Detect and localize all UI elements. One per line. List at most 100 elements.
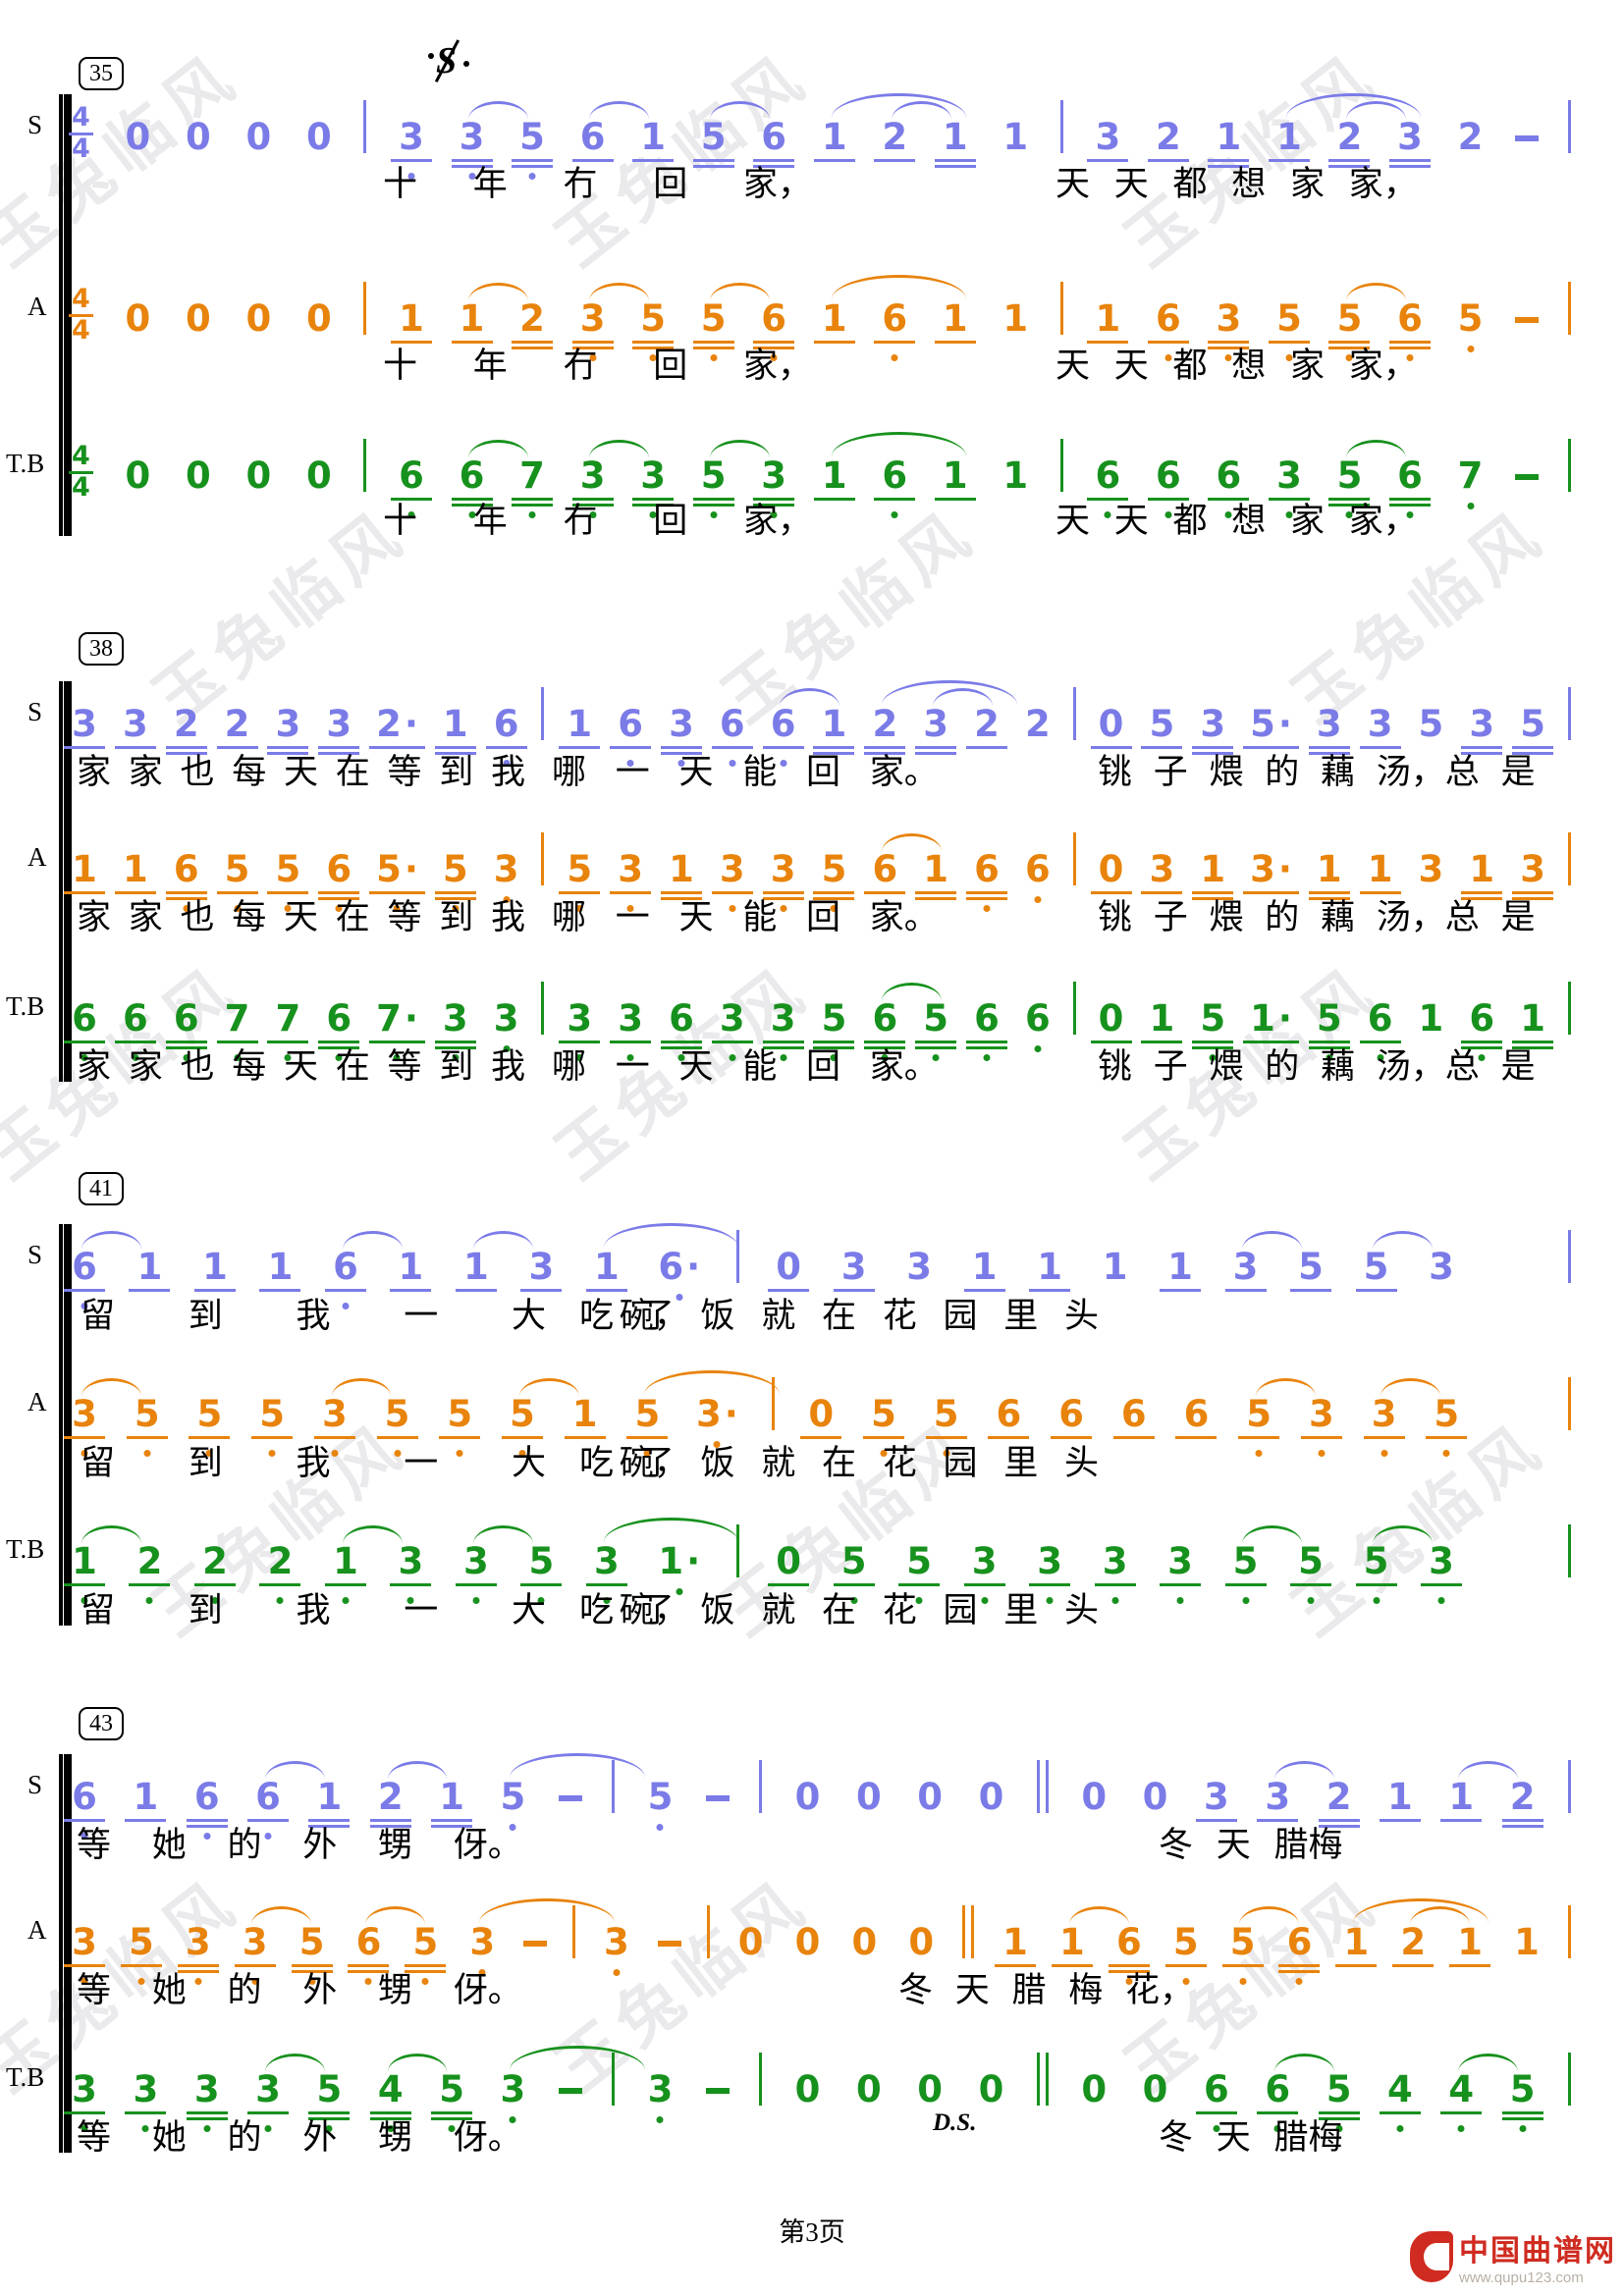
low-octave-dot — [1255, 1450, 1263, 1457]
note: 6 — [1359, 999, 1401, 1061]
measure-number: 35 — [79, 57, 124, 90]
note: 5 — [644, 1778, 676, 1831]
note: 3 — [660, 705, 702, 767]
rest-note: 0 — [978, 1776, 1004, 1819]
low-octave-dot — [1457, 2125, 1465, 2132]
barline — [1059, 282, 1063, 335]
note: 6 — [348, 1906, 426, 1985]
slur-arc — [1255, 1378, 1316, 1397]
barline — [1072, 687, 1076, 740]
note: 2 — [864, 680, 1017, 755]
note: 6 — [1389, 456, 1432, 518]
low-octave-dot — [656, 2116, 664, 2123]
note: 1 — [995, 1923, 1037, 1967]
element: 4 — [72, 314, 90, 346]
rest-note: 0 — [794, 2068, 821, 2111]
low-octave-dot — [780, 1054, 787, 1061]
note: 3 — [313, 1378, 392, 1457]
note: 6 — [64, 1231, 141, 1309]
low-octave-dot — [830, 1054, 838, 1061]
note: 6 — [318, 850, 360, 912]
lyrics-line: 留 到 我 一 大 碗，吃 了 饭 就 在 花 园 里 头 — [69, 1435, 1571, 1482]
slur-arc — [644, 1370, 780, 1395]
low-octave-dot — [613, 1969, 621, 1976]
note: 3 — [762, 999, 804, 1061]
note: 3 — [906, 1246, 932, 1289]
slur-arc — [932, 688, 993, 707]
slur-arc — [1373, 1525, 1434, 1544]
note: 6 — [1022, 999, 1054, 1052]
note: 1 — [308, 1778, 351, 1828]
low-octave-dot — [284, 905, 292, 912]
barline — [1567, 1377, 1571, 1430]
double-barline — [1036, 2053, 1049, 2106]
note: 3 — [64, 2070, 105, 2132]
note: 1 — [64, 1525, 141, 1604]
low-octave-dot — [452, 1054, 460, 1061]
low-octave-dot — [81, 1833, 88, 1840]
slur-arc — [342, 1525, 403, 1544]
low-octave-dot — [203, 1833, 211, 1840]
system-bracket — [59, 1754, 72, 2153]
note: 7· — [369, 999, 425, 1061]
barline — [1567, 1524, 1571, 1577]
note: 1 — [934, 299, 976, 344]
low-octave-dot — [983, 905, 991, 912]
note: 1 — [390, 299, 432, 344]
note: 3 — [1420, 1542, 1462, 1604]
slur-arc — [589, 283, 650, 301]
slur-arc — [1274, 2054, 1334, 2072]
low-octave-dot — [710, 511, 718, 518]
note: 5 — [1328, 283, 1407, 361]
low-octave-dot — [729, 905, 736, 912]
rest-note: 0 — [768, 1542, 810, 1586]
note: 2 — [1147, 118, 1189, 162]
rest-note: 0 — [185, 297, 211, 341]
slur-arc — [1068, 1906, 1129, 1925]
low-octave-dot — [770, 511, 778, 518]
lyric-phrase: 哪 一 天 能 回 家。 — [552, 753, 939, 791]
low-octave-dot — [468, 511, 476, 518]
lyrics-line: 留 到 我 一 大 碗，吃 了 饭 就 在 花 园 里 头 — [69, 1288, 1571, 1335]
note: 6 — [114, 999, 156, 1061]
note: 5 — [251, 1395, 294, 1457]
note: 3 — [1192, 705, 1234, 755]
note: 2 — [165, 705, 207, 755]
low-octave-dot — [891, 354, 898, 361]
slur-arc — [831, 93, 967, 118]
note: 1 — [813, 93, 967, 162]
lyric-phrase: 天 天 都 想 家 家， — [1056, 502, 1418, 540]
low-octave-dot — [81, 2125, 88, 2132]
note: 5 — [1418, 703, 1444, 746]
low-octave-dot — [1104, 511, 1111, 518]
note: 3 — [1208, 299, 1250, 361]
note: 5 — [1290, 1542, 1332, 1604]
low-octave-dot — [1046, 1597, 1054, 1604]
note: 3 — [559, 999, 601, 1061]
note: 3 — [1308, 705, 1350, 755]
barline — [1567, 687, 1571, 740]
barline — [1567, 1905, 1571, 1958]
note: 5 — [833, 1542, 875, 1604]
low-octave-dot — [1164, 511, 1172, 518]
note: 1 — [129, 1248, 171, 1292]
note: 7 — [216, 999, 258, 1061]
barline — [1059, 439, 1063, 492]
note: 6 — [1175, 1395, 1218, 1439]
low-octave-dot — [342, 1597, 350, 1604]
note: 1 — [915, 850, 957, 900]
notation-line-s: 3 3 2 2 3 3 2· 1 6 1 6 3 6 6 1 2 3 2 2 0 5 3 5· 3 3 5 3 5 — [64, 680, 1571, 767]
note: 3 — [64, 1378, 141, 1457]
low-octave-dot — [983, 1054, 991, 1061]
note: 6 — [660, 999, 702, 1061]
lyrics-line: 等 她 的 外 甥 伢。 冬 天 腊 梅 花， — [69, 1962, 1571, 2009]
site-logo-name: 中国曲谱网 — [1459, 2235, 1616, 2268]
note: 1 — [963, 1248, 1005, 1292]
note: 3 — [1087, 118, 1129, 162]
slur-arc — [331, 1378, 392, 1397]
barline — [1059, 100, 1063, 153]
low-octave-dot — [456, 1450, 463, 1457]
note: 3 — [234, 1906, 312, 1985]
